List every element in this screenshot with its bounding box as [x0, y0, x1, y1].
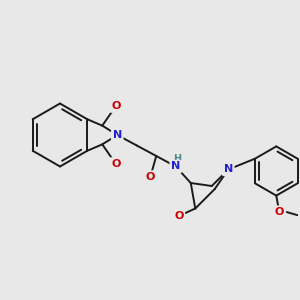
Text: N: N	[171, 161, 180, 172]
Text: O: O	[274, 207, 284, 217]
Text: O: O	[111, 101, 121, 111]
Text: N: N	[113, 130, 122, 140]
Text: N: N	[224, 164, 233, 175]
Text: O: O	[111, 159, 121, 169]
Text: O: O	[146, 172, 155, 182]
Text: H: H	[173, 154, 181, 164]
Text: O: O	[174, 211, 184, 221]
